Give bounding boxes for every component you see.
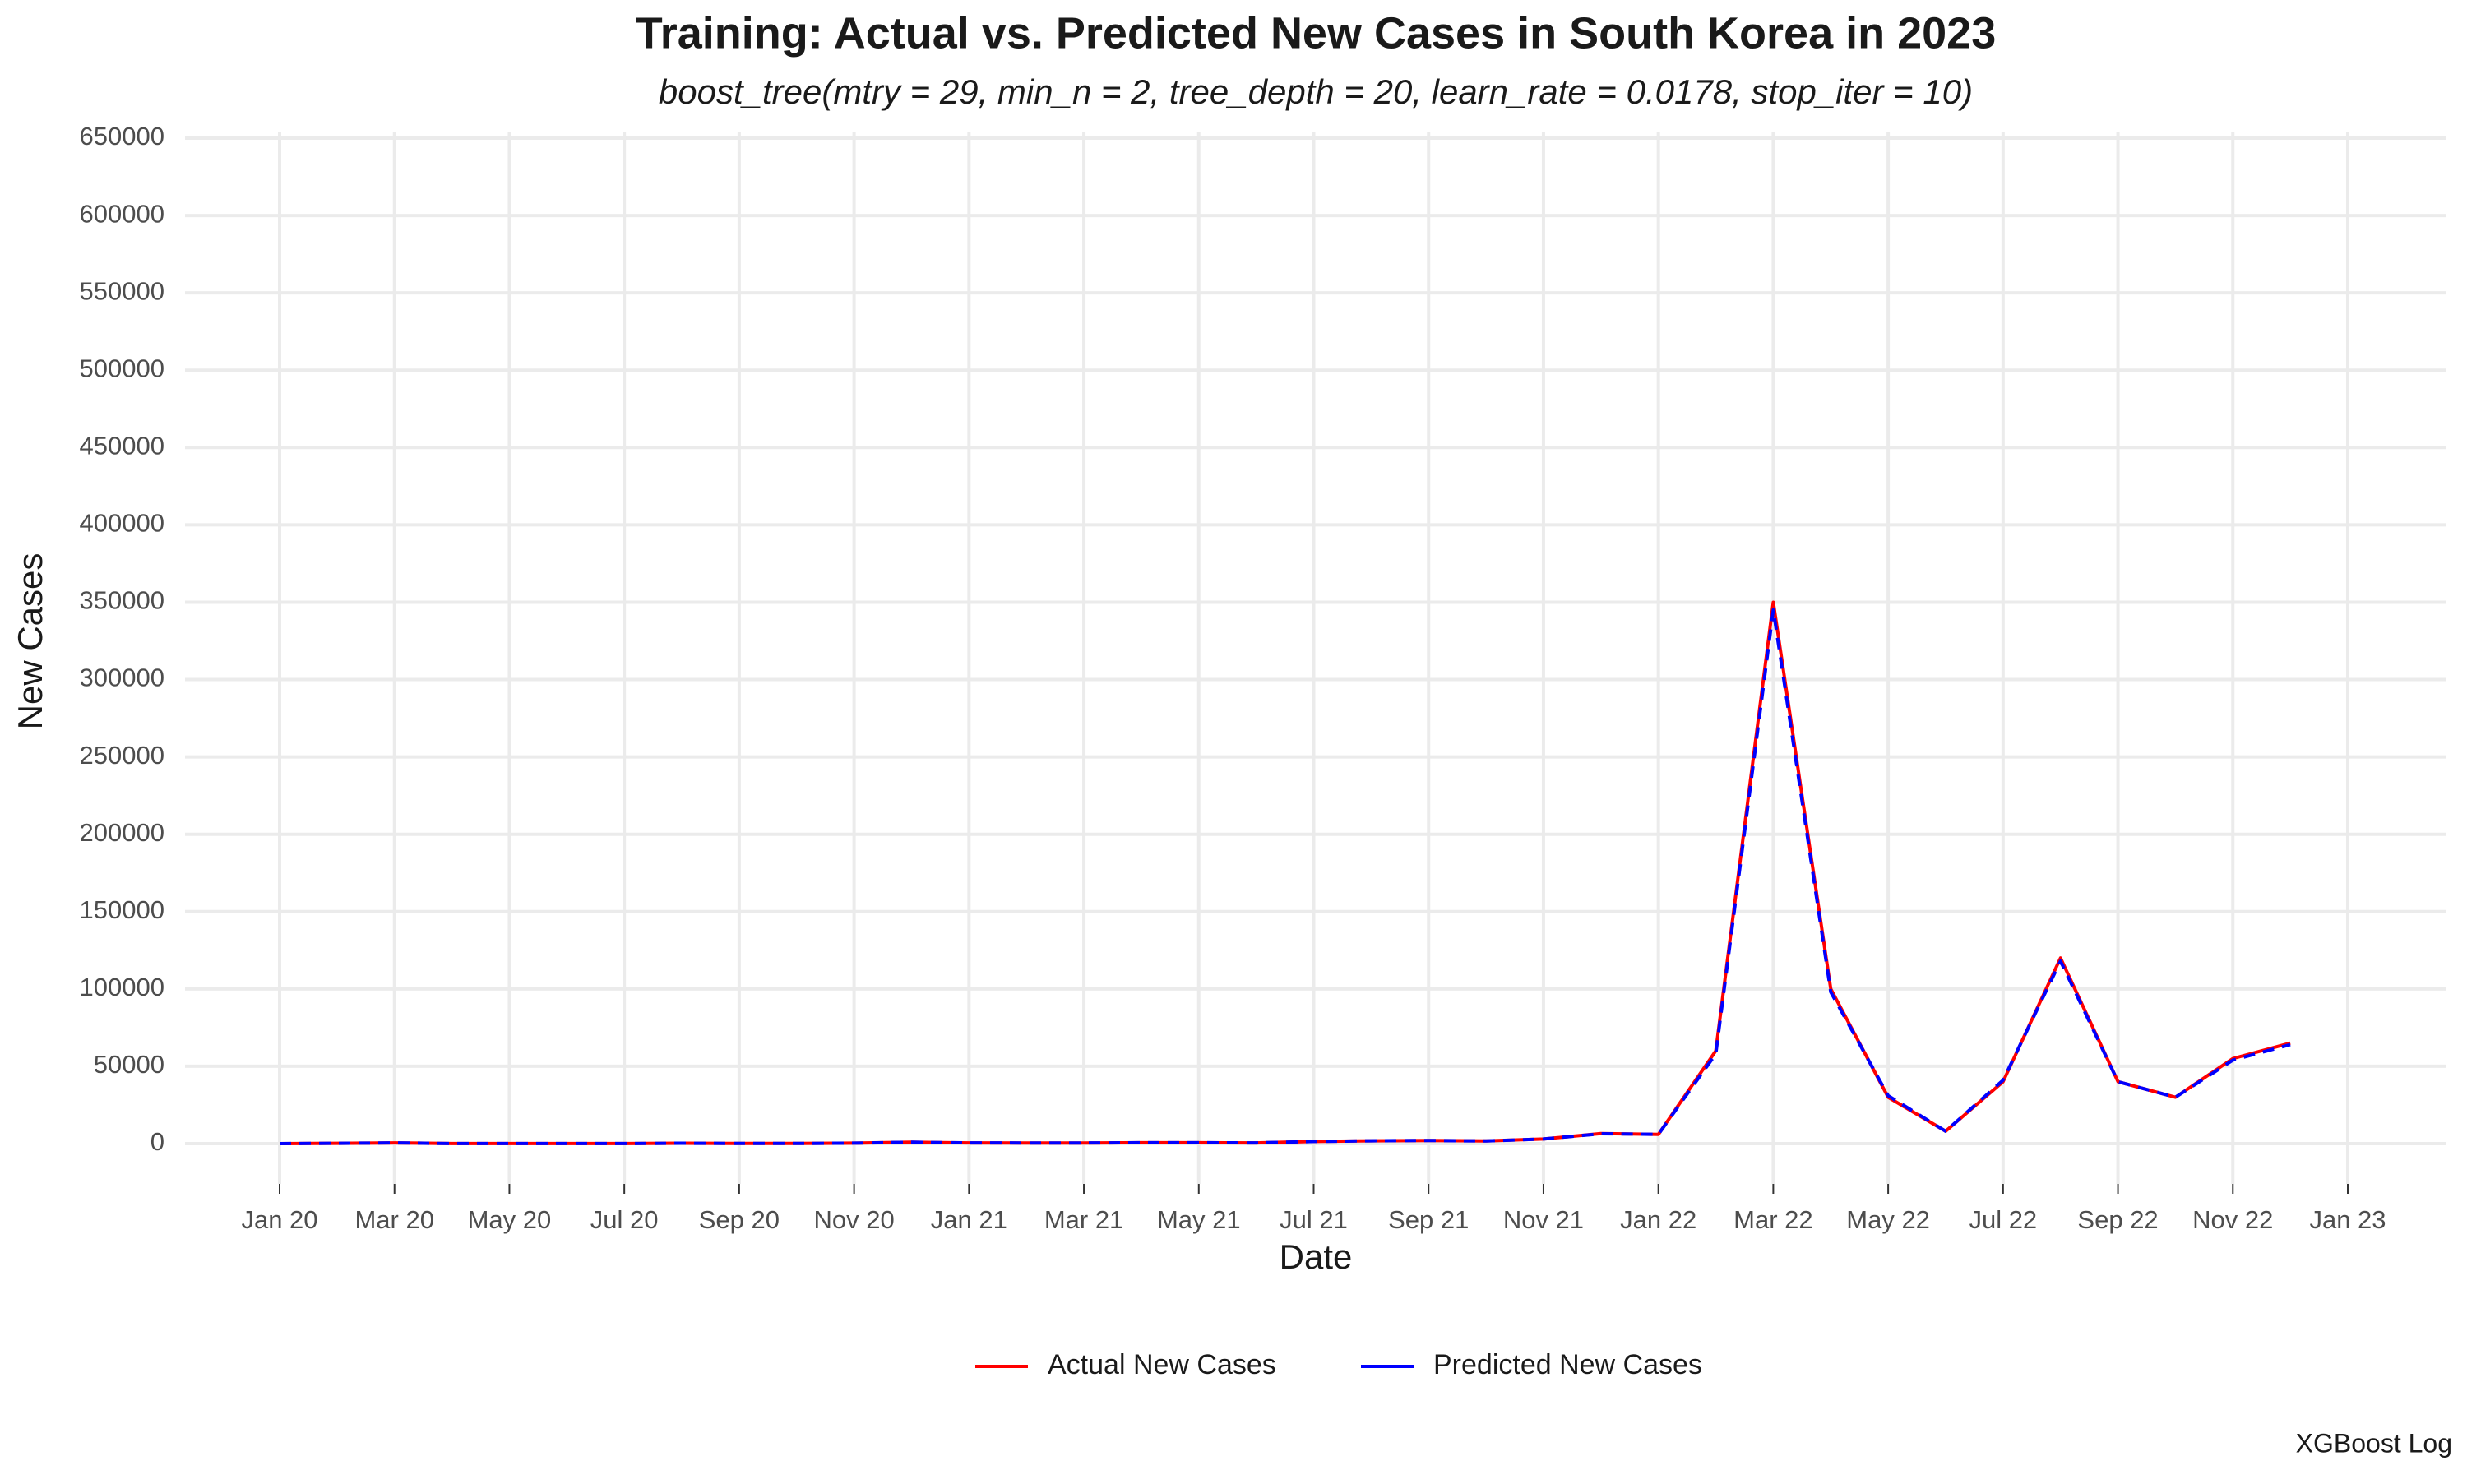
y-tick-label: 550000 xyxy=(80,276,164,305)
y-tick-label: 500000 xyxy=(80,354,164,382)
x-tick-label: Jan 20 xyxy=(241,1205,317,1234)
y-tick-label: 300000 xyxy=(80,663,164,692)
y-tick-label: 250000 xyxy=(80,741,164,770)
x-axis-title: Date xyxy=(1280,1237,1353,1276)
legend: Actual New Cases Predicted New Cases xyxy=(975,1349,1702,1380)
legend-label: Actual New Cases xyxy=(1048,1349,1276,1380)
y-tick-label: 100000 xyxy=(80,973,164,1001)
y-tick-label: 650000 xyxy=(80,122,164,150)
x-tick-label: Jul 21 xyxy=(1280,1205,1348,1234)
x-tick-label: May 21 xyxy=(1157,1205,1241,1234)
x-tick-label: Sep 22 xyxy=(2077,1205,2158,1234)
legend-label: Predicted New Cases xyxy=(1433,1349,1702,1380)
x-tick-label: Jan 23 xyxy=(2309,1205,2386,1234)
x-tick-label: Jul 22 xyxy=(1969,1205,2037,1234)
caption: XGBoost Log xyxy=(2296,1428,2452,1458)
chart-title: Training: Actual vs. Predicted New Cases… xyxy=(636,8,1997,58)
y-tick-label: 50000 xyxy=(94,1050,164,1079)
series-line xyxy=(279,600,2291,1145)
x-tick-label: Jan 21 xyxy=(931,1205,1007,1234)
grid xyxy=(185,132,2446,1184)
x-tick-label: May 22 xyxy=(1846,1205,1930,1234)
x-tick-label: Mar 22 xyxy=(1733,1205,1812,1234)
y-tick-label: 0 xyxy=(150,1127,164,1156)
x-tick-label: May 20 xyxy=(468,1205,552,1234)
x-tick-label: Nov 22 xyxy=(2192,1205,2273,1234)
y-tick-label: 200000 xyxy=(80,818,164,847)
y-tick-label: 450000 xyxy=(80,431,164,460)
x-tick-label: Jul 20 xyxy=(590,1205,659,1234)
y-tick-label: 600000 xyxy=(80,199,164,228)
chart-subtitle: boost_tree(mtry = 29, min_n = 2, tree_de… xyxy=(659,72,1973,111)
y-tick-label: 150000 xyxy=(80,895,164,924)
x-tick-label: Jan 22 xyxy=(1620,1205,1696,1234)
x-tick-label: Sep 20 xyxy=(699,1205,780,1234)
x-tick-label: Mar 20 xyxy=(354,1205,433,1234)
x-tick-label: Sep 21 xyxy=(1388,1205,1469,1234)
y-tick-label: 400000 xyxy=(80,509,164,538)
y-axis-title: New Cases xyxy=(11,553,49,730)
series-line xyxy=(279,608,2291,1145)
y-tick-label: 350000 xyxy=(80,586,164,615)
x-tick-label: Mar 21 xyxy=(1044,1205,1123,1234)
x-tick-label: Nov 21 xyxy=(1503,1205,1584,1234)
x-tick-label: Nov 20 xyxy=(813,1205,894,1234)
